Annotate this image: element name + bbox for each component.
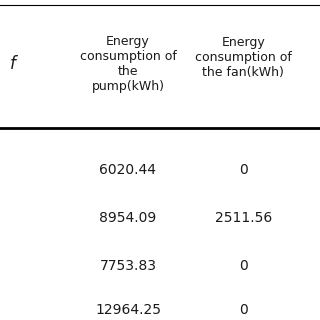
- Text: 12964.25: 12964.25: [95, 303, 161, 317]
- Text: Energy
consumption of
the fan(kWh): Energy consumption of the fan(kWh): [195, 36, 292, 79]
- Text: f: f: [10, 55, 16, 73]
- Text: 7753.83: 7753.83: [100, 259, 156, 273]
- Text: 8954.09: 8954.09: [100, 211, 156, 225]
- Text: 0: 0: [239, 259, 248, 273]
- Text: Energy
consumption of
the
pump(kWh): Energy consumption of the pump(kWh): [80, 35, 176, 93]
- Text: 2511.56: 2511.56: [215, 211, 272, 225]
- Text: 6020.44: 6020.44: [100, 163, 156, 177]
- Text: 0: 0: [239, 303, 248, 317]
- Text: 0: 0: [239, 163, 248, 177]
